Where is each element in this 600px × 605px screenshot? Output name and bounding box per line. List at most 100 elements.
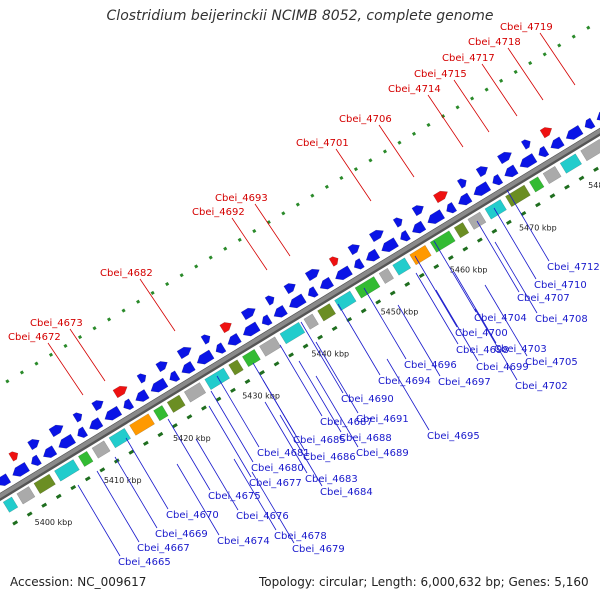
outer-dot bbox=[34, 361, 39, 366]
outer-dot bbox=[542, 52, 547, 57]
outer-dot bbox=[397, 140, 402, 145]
forward-gene-label: Cbei_4692 bbox=[192, 207, 245, 218]
reverse-gene-arrow bbox=[584, 117, 596, 130]
reverse-gene-arrow bbox=[335, 265, 353, 281]
inner-dot bbox=[273, 361, 280, 367]
forward-gene-arrow bbox=[91, 400, 104, 412]
forward-leader-line bbox=[47, 342, 84, 396]
outer-dot bbox=[484, 87, 489, 92]
reverse-gene-label: Cbei_4685 bbox=[293, 435, 346, 446]
reverse-leader-line bbox=[195, 438, 239, 511]
reverse-gene-arrow bbox=[307, 286, 319, 298]
reverse-gene-arrow bbox=[381, 237, 400, 253]
reverse-leader-line bbox=[114, 456, 158, 529]
forward-gene-arrow bbox=[155, 361, 168, 373]
forward-gene-arrow bbox=[520, 139, 531, 150]
reverse-gene-arrow bbox=[273, 304, 288, 318]
reverse-leader-line bbox=[494, 241, 538, 314]
reverse-gene-arrow bbox=[411, 220, 427, 234]
reverse-gene-arrow bbox=[77, 426, 89, 438]
outer-dot bbox=[194, 264, 199, 269]
reverse-leader-line bbox=[386, 358, 430, 431]
forward-leader-line bbox=[453, 79, 490, 133]
reverse-leader-line bbox=[315, 375, 359, 448]
gene-box bbox=[77, 450, 94, 467]
inner-dot bbox=[317, 334, 324, 340]
forward-leader-line bbox=[427, 94, 464, 148]
forward-gene-arrow bbox=[112, 385, 128, 399]
outer-dot bbox=[5, 379, 10, 384]
reverse-gene-label: Cbei_4677 bbox=[249, 478, 302, 489]
outer-dot bbox=[223, 246, 228, 251]
gene-box bbox=[392, 257, 412, 276]
reverse-gene-arrow bbox=[12, 461, 31, 477]
reverse-gene-arrow bbox=[519, 153, 538, 168]
reverse-gene-label: Cbei_4710 bbox=[534, 280, 587, 291]
inner-dot bbox=[302, 343, 309, 349]
reverse-gene-arrow bbox=[89, 417, 104, 430]
gene-box bbox=[204, 367, 231, 391]
gene-box bbox=[559, 153, 583, 174]
scale-label: 5430 kbp bbox=[242, 392, 280, 401]
outer-dot bbox=[339, 175, 344, 181]
forward-gene-arrow bbox=[27, 439, 40, 451]
reverse-gene-label: Cbei_4705 bbox=[525, 357, 578, 368]
reverse-leader-line bbox=[484, 284, 528, 357]
forward-gene-label: Cbei_4717 bbox=[442, 53, 495, 64]
outer-dot bbox=[121, 308, 126, 313]
gene-box bbox=[108, 427, 132, 449]
inner-dot bbox=[12, 520, 19, 526]
dot-tracks bbox=[5, 25, 599, 526]
reverse-gene-label: Cbei_4687 bbox=[320, 417, 373, 428]
reverse-gene-arrow bbox=[181, 360, 196, 374]
outer-dot bbox=[295, 202, 300, 207]
reverse-gene-arrow bbox=[427, 209, 446, 225]
gene-box bbox=[505, 184, 531, 208]
reverse-leader-line bbox=[414, 255, 458, 328]
forward-gene-label: Cbei_4693 bbox=[215, 193, 268, 204]
inner-dot bbox=[535, 202, 541, 208]
reverse-gene-label: Cbei_4712 bbox=[547, 262, 600, 273]
reverse-leader-line bbox=[300, 321, 344, 394]
reverse-leader-line bbox=[264, 401, 308, 474]
gene-box bbox=[542, 165, 562, 185]
inner-dot bbox=[186, 414, 193, 420]
reverse-gene-arrow bbox=[550, 136, 565, 150]
inner-dot bbox=[230, 387, 236, 393]
reverse-gene-label: Cbei_4684 bbox=[320, 487, 373, 498]
gene-box bbox=[183, 382, 207, 403]
forward-leader-line bbox=[139, 278, 176, 332]
reverse-gene-arrow bbox=[365, 248, 381, 262]
gene-box bbox=[409, 244, 432, 266]
reverse-gene-label: Cbei_4697 bbox=[438, 377, 491, 388]
inner-dot bbox=[433, 263, 440, 270]
gene-box bbox=[580, 138, 600, 162]
reverse-leader-line bbox=[251, 471, 295, 544]
reverse-leader-line bbox=[363, 287, 407, 360]
forward-gene-arrow bbox=[328, 256, 339, 267]
forward-gene-arrow bbox=[368, 229, 384, 243]
outer-dot bbox=[586, 25, 591, 30]
reverse-leader-line bbox=[453, 271, 497, 344]
inner-dot bbox=[157, 431, 164, 438]
outer-dot bbox=[513, 69, 518, 74]
reverse-leader-line bbox=[216, 375, 260, 448]
reverse-gene-arrow bbox=[196, 349, 215, 365]
reverse-gene-label: Cbei_4708 bbox=[535, 314, 588, 325]
reverse-gene-arrow bbox=[0, 473, 12, 487]
inner-dot bbox=[564, 184, 570, 190]
forward-leader-line bbox=[69, 328, 106, 382]
forward-gene-label: Cbei_4706 bbox=[339, 114, 392, 125]
map-title: Clostridium beijerinckii NCIMB 8052, com… bbox=[106, 8, 494, 24]
gene-box bbox=[467, 211, 487, 230]
inner-dot bbox=[389, 290, 396, 296]
reverse-gene-label: Cbei_4680 bbox=[251, 463, 304, 474]
outer-dot bbox=[92, 326, 97, 331]
forward-gene-arrow bbox=[136, 373, 147, 384]
inner-dot bbox=[142, 440, 149, 446]
inner-dot bbox=[215, 396, 222, 402]
reverse-leader-line bbox=[433, 240, 477, 313]
inner-dot bbox=[84, 476, 91, 482]
